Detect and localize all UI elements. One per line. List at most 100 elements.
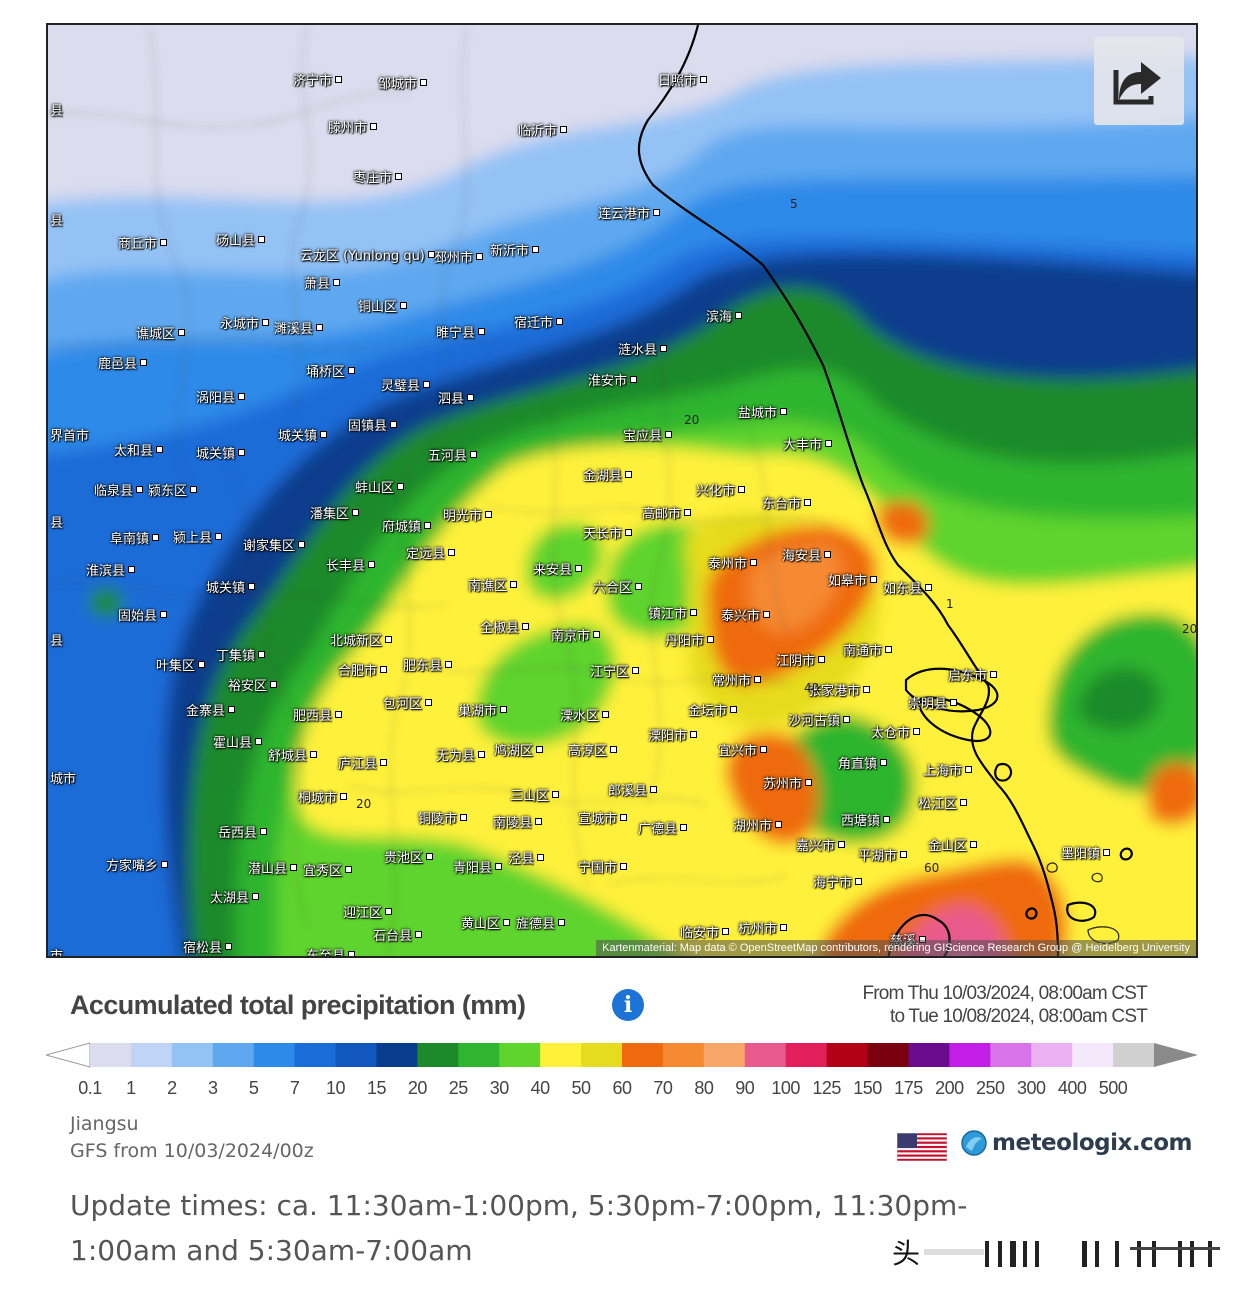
city-marker — [653, 209, 661, 216]
city-marker — [690, 609, 698, 616]
city-marker — [635, 583, 643, 590]
city-name: 枣庄市 — [353, 171, 393, 186]
city-marker — [380, 666, 388, 673]
city-name: 墨阳镇 — [1061, 847, 1101, 862]
city-name: 如皋市 — [828, 574, 868, 589]
brand-link[interactable]: meteologix.com — [960, 1129, 1192, 1157]
city-name: 常州市 — [712, 674, 752, 689]
city-name: 南陵县 — [493, 816, 533, 831]
date-to: to Tue 10/08/2024, 08:00am CST — [890, 1006, 1148, 1027]
city-marker — [160, 239, 168, 246]
city-name: 北城新区 — [330, 634, 383, 649]
city-marker — [630, 376, 638, 383]
city-label: 高淳区 — [568, 740, 618, 759]
scale-tick-label: 0.1 — [78, 1078, 102, 1098]
city-marker — [754, 676, 762, 683]
city-label: 滕州市 — [328, 117, 378, 136]
city-name: 县 — [50, 516, 64, 531]
date-from: From Thu 10/03/2024, 08:00am CST — [862, 983, 1147, 1004]
city-marker — [593, 631, 601, 638]
us-flag-icon[interactable] — [897, 1133, 947, 1161]
city-marker — [970, 841, 978, 848]
city-marker — [558, 919, 566, 926]
city-marker — [380, 759, 388, 766]
city-name: 高淳区 — [568, 744, 608, 759]
city-label: 启东市 — [948, 665, 998, 684]
scale-tick-label: 3 — [208, 1078, 218, 1098]
city-name: 无为县 — [436, 749, 476, 764]
contour-value-label: 20 — [684, 413, 700, 427]
city-label: 枣庄市 — [353, 167, 403, 186]
city-marker — [510, 581, 518, 588]
contour-value-label: 1 — [946, 597, 954, 611]
city-name: 盐城市 — [738, 406, 778, 421]
city-label: 南陵县 — [493, 812, 543, 831]
meteologix-logo-icon — [961, 1130, 987, 1156]
city-label: 丁集镇 — [216, 645, 266, 664]
city-label: 西塘镇 — [841, 810, 891, 829]
city-label: 丹阳市 — [665, 630, 715, 649]
city-label: 临沂市 — [518, 120, 568, 139]
scale-tick-label: 80 — [694, 1078, 714, 1098]
city-name: 金坛市 — [688, 704, 728, 719]
info-icon[interactable]: i — [612, 989, 644, 1021]
city-name: 金湖县 — [583, 469, 623, 484]
city-label: 三山区 — [510, 785, 560, 804]
city-label: 兴化市 — [696, 480, 746, 499]
city-marker — [395, 173, 403, 180]
city-label: 潜山县 — [248, 858, 298, 877]
city-marker — [535, 818, 543, 825]
color-swatch — [744, 1043, 787, 1067]
color-swatch — [253, 1043, 296, 1067]
city-marker — [156, 446, 164, 453]
city-marker — [348, 951, 356, 956]
city-label: 岳西县 — [218, 822, 268, 841]
city-marker — [990, 671, 998, 678]
city-name: 砀山县 — [216, 234, 256, 249]
city-label: 东至县 — [306, 945, 356, 956]
city-name: 涟水县 — [618, 343, 658, 358]
city-marker — [248, 583, 256, 590]
color-swatch — [171, 1043, 214, 1067]
city-marker — [1103, 849, 1111, 856]
city-label: 颍上县 — [173, 527, 223, 546]
color-swatch — [90, 1043, 132, 1067]
city-marker — [290, 864, 298, 871]
city-marker — [730, 706, 738, 713]
city-marker — [925, 584, 933, 591]
share-icon — [1113, 62, 1161, 105]
city-label: 宜兴市 — [718, 740, 768, 759]
share-button[interactable] — [1094, 37, 1184, 125]
city-label: 滨海 — [706, 306, 743, 325]
city-label: 常州市 — [712, 670, 762, 689]
city-name: 埇桥区 — [306, 365, 346, 380]
city-name: 鹿邑县 — [98, 357, 138, 372]
city-name: 临沂市 — [518, 124, 558, 139]
city-label: 明光市 — [443, 505, 493, 524]
city-marker — [160, 611, 168, 618]
city-marker — [258, 236, 266, 243]
city-label: 临安市 — [680, 922, 730, 941]
city-label: 泰州市 — [708, 553, 758, 572]
city-label: 萧县 — [304, 273, 341, 292]
city-marker — [478, 328, 486, 335]
city-label: 县 — [50, 512, 63, 531]
precipitation-map[interactable]: 济宁市 邹城市 临沂市 日照市 滕州市 枣庄市 商丘市 砀山县 云龙区 (Yunlong qu)… — [46, 23, 1198, 958]
city-label: 溧水区 — [560, 705, 610, 724]
city-name: 旌德县 — [516, 917, 556, 932]
city-label: 泾县 — [508, 848, 545, 867]
city-marker — [804, 499, 812, 506]
city-marker — [215, 533, 223, 540]
city-label: 泗县 — [438, 388, 475, 407]
city-label: 来安县 — [533, 559, 583, 578]
city-name: 丹阳市 — [665, 634, 705, 649]
color-swatch — [581, 1043, 623, 1067]
city-name: 宝应县 — [623, 429, 663, 444]
city-marker — [340, 793, 348, 800]
city-label: 埇桥区 — [306, 361, 356, 380]
city-label: 郎溪县 — [608, 780, 658, 799]
city-name: 西塘镇 — [841, 814, 881, 829]
city-marker — [838, 841, 846, 848]
city-name: 鸠湖区 — [494, 744, 534, 759]
city-name: 江宁区 — [590, 665, 630, 680]
